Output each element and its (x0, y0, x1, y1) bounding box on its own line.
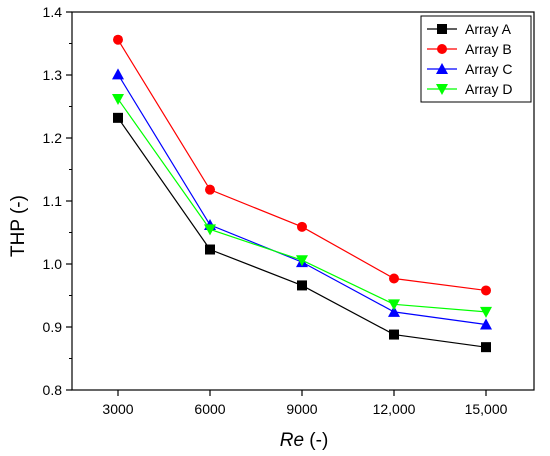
y-tick-label: 0.8 (43, 382, 63, 398)
y-tick-label: 1.4 (43, 4, 63, 20)
y-tick-label: 1.2 (43, 130, 63, 146)
legend-marker (437, 24, 447, 34)
legend-item: Array D (427, 81, 512, 97)
data-point (389, 273, 399, 284)
legend-label: Array A (465, 21, 512, 37)
y-axis-title: THP (-) (8, 195, 29, 257)
legend-marker (436, 84, 448, 95)
x-axis-title-symbol: Re (280, 430, 304, 451)
data-point (480, 318, 492, 330)
legend-marker (436, 63, 448, 74)
x-tick-label: 3000 (102, 401, 133, 417)
legend-label: Array B (465, 41, 512, 57)
series-array-b (113, 34, 491, 296)
legend-label: Array D (465, 81, 512, 97)
x-tick-label: 9000 (286, 401, 317, 417)
data-point (389, 329, 399, 340)
data-point (112, 93, 124, 105)
x-tick-label: 12,000 (373, 401, 416, 417)
series-line (117, 98, 487, 313)
data-point (480, 306, 492, 318)
data-point (388, 299, 400, 311)
data-point (204, 224, 216, 236)
series-array-d (112, 93, 492, 318)
y-tick-label: 0.9 (43, 319, 63, 335)
data-point (296, 255, 308, 267)
y-tick-label: 1.3 (43, 67, 63, 83)
data-point (112, 68, 124, 80)
y-tick-label: 1.1 (43, 193, 63, 209)
data-point (205, 184, 215, 195)
legend-label: Array C (465, 61, 512, 77)
series-layer (112, 34, 492, 353)
data-point (113, 112, 123, 123)
series-line (117, 117, 487, 348)
data-point (297, 221, 307, 232)
data-point (481, 285, 491, 296)
legend-item: Array A (427, 21, 512, 37)
data-point (297, 280, 307, 291)
series-array-a (113, 112, 491, 353)
x-tick-label: 15,000 (465, 401, 508, 417)
y-tick-label: 1.0 (43, 256, 63, 272)
data-point (205, 244, 215, 255)
data-point (388, 305, 400, 317)
data-point (113, 34, 123, 45)
legend-item: Array C (427, 61, 512, 77)
legend: Array A Array B Array C Array D (420, 15, 532, 103)
legend-item: Array B (427, 41, 512, 57)
axes: 0.8 0.9 1.0 1.1 1.2 1.3 1.4 3000 6000 9000 12,000 1… (43, 4, 535, 417)
x-axis-title-unit: (-) (304, 430, 328, 451)
x-tick-label: 6000 (194, 401, 225, 417)
data-point (481, 342, 491, 353)
legend-marker (437, 44, 447, 54)
x-axis-title: Re (-) (280, 430, 329, 451)
